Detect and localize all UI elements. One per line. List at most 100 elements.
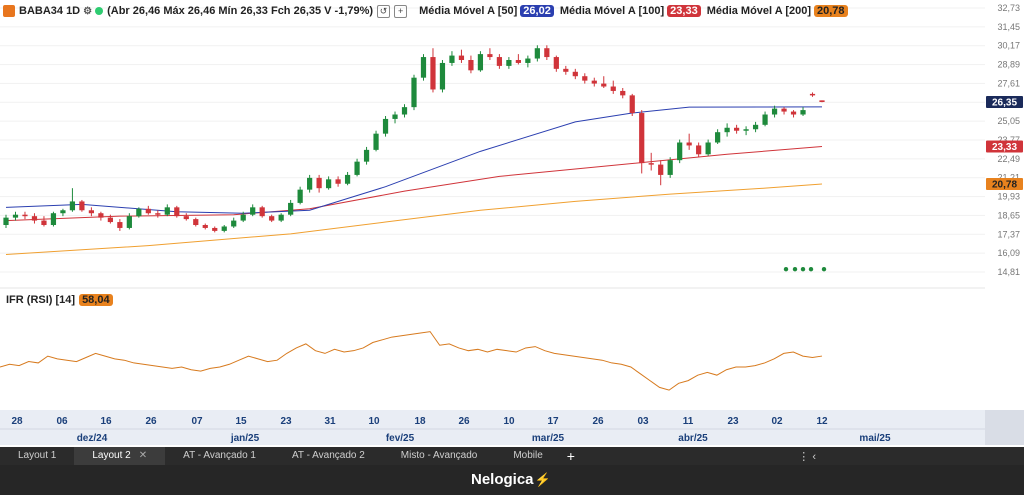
price-tick-label: 27,61	[997, 78, 1020, 88]
candle-body	[771, 108, 778, 115]
candle-body	[307, 177, 313, 190]
candle-body	[363, 149, 370, 162]
candle-body	[382, 118, 389, 134]
tab-mobile[interactable]: Mobile	[513, 450, 543, 461]
candle-body	[696, 145, 702, 155]
tab-misto-avancado[interactable]: Misto - Avançado	[400, 450, 478, 461]
candle-body	[572, 71, 578, 77]
candle-body	[174, 207, 180, 217]
time-tick-label: 10	[368, 416, 380, 427]
candle-body	[240, 214, 246, 221]
time-tick-label: 12	[816, 416, 828, 427]
candle-body	[316, 177, 322, 189]
time-tick-label: 03	[637, 416, 649, 427]
candle-body	[819, 100, 825, 102]
price-tick-label: 16,09	[997, 248, 1020, 258]
time-tick-label: 26	[458, 416, 470, 427]
tab-at-avancado-1[interactable]: AT - Avançado 1	[183, 450, 256, 461]
signal-dot	[808, 267, 814, 272]
price-tick-label: 31,45	[997, 22, 1020, 32]
candle-body	[629, 95, 635, 114]
month-tick-label: jan/25	[230, 433, 260, 444]
candle-body	[439, 62, 446, 90]
ma200-label[interactable]: Média Móvel A [200]	[706, 5, 812, 17]
candle-body	[809, 93, 816, 96]
reset-icon[interactable]: ↺	[377, 4, 391, 18]
symbol-icon[interactable]	[3, 5, 15, 17]
candle-body	[525, 58, 531, 63]
candle-body	[449, 55, 455, 63]
candle-body	[658, 164, 664, 175]
candle-body	[335, 179, 341, 184]
candle-body	[752, 124, 759, 130]
candle-body	[212, 227, 218, 231]
candle-body	[193, 219, 199, 226]
add-indicator-icon[interactable]: +	[394, 4, 408, 18]
rsi-label[interactable]: IFR (RSI) [14]	[6, 294, 76, 306]
last-price-badge-text: 26,35	[992, 97, 1017, 108]
symbol-label[interactable]: BABA34 1D	[19, 5, 81, 17]
month-tick-label: fev/25	[386, 433, 415, 444]
candle-body	[3, 217, 9, 226]
candle-body	[610, 86, 616, 91]
price-tick-label: 22,49	[997, 154, 1020, 164]
candle-body	[117, 222, 123, 228]
candle-body	[477, 54, 484, 71]
price-tick-label: 19,93	[997, 192, 1020, 202]
tab-layout-2[interactable]: Layout 2 ✕	[74, 447, 166, 465]
candle-body	[69, 201, 76, 211]
last-price-badge: 26,35	[986, 95, 1023, 108]
price-tick-label: 23,77	[997, 135, 1020, 145]
settings-icon[interactable]: ⚙	[83, 5, 93, 17]
candle-body	[496, 57, 503, 66]
ma100-badge: 23,33	[986, 140, 1023, 153]
tab-at-avancado-2[interactable]: AT - Avançado 2	[291, 450, 365, 461]
status-dot-icon	[95, 7, 104, 15]
price-tick-label: 28,89	[997, 60, 1020, 70]
candle-body	[183, 216, 189, 220]
time-tick-label: 02	[771, 416, 783, 427]
chart-area[interactable]: 70,0030,0058,04 32,7331,4530,1728,8927,6…	[0, 0, 1024, 445]
time-tick-label: 10	[503, 416, 515, 427]
month-tick-label: mai/25	[859, 433, 891, 444]
candle-body	[250, 207, 256, 215]
candle-body	[155, 213, 161, 215]
candle-body	[79, 201, 85, 211]
add-tab-icon[interactable]: +	[566, 448, 575, 464]
close-icon[interactable]: ✕	[138, 450, 148, 461]
candle-body	[582, 76, 588, 81]
ma100-label[interactable]: Média Móvel A [100]	[559, 5, 665, 17]
candle-body	[297, 189, 303, 203]
rsi-line	[0, 331, 823, 391]
candle-body	[420, 57, 427, 78]
candle-body	[60, 210, 66, 214]
ohlc-readout: (Abr 26,46 Máx 26,46 Mín 26,33 Fch 26,35…	[107, 5, 374, 17]
candle-body	[221, 226, 227, 231]
candle-body	[164, 207, 170, 215]
ma50-label[interactable]: Média Móvel A [50]	[419, 5, 518, 17]
rsi-header: IFR (RSI) [14] 58,04	[6, 294, 113, 306]
candle-body	[458, 55, 465, 61]
candle-body	[544, 48, 550, 58]
price-tick-label: 30,17	[997, 41, 1020, 51]
axis-corner[interactable]	[985, 410, 1024, 445]
chart-header: BABA34 1D ⚙ (Abr 26,46 Máx 26,46 Mín 26,…	[0, 3, 848, 19]
time-tick-label: 31	[324, 416, 336, 427]
candle-body	[639, 113, 645, 164]
candle-body	[790, 111, 797, 115]
time-tick-label: 23	[280, 416, 292, 427]
time-axis-bg	[0, 410, 985, 445]
brand-logo: Nelogica⚡	[471, 471, 551, 488]
ma100-value: 23,33	[667, 5, 701, 17]
candle-body	[202, 225, 208, 228]
candle-body	[411, 77, 417, 108]
candle-body	[401, 107, 408, 115]
month-tick-label: abr/25	[678, 433, 708, 444]
ma50-value: 26,02	[520, 5, 554, 17]
candle-body	[648, 163, 654, 165]
ma100-badge-bg	[986, 140, 1023, 153]
tab-menu-icon[interactable]: ⋮ ‹	[798, 450, 816, 463]
tab-layout-1[interactable]: Layout 1	[18, 450, 57, 461]
time-tick-label: 23	[727, 416, 739, 427]
price-axis-bg	[985, 0, 1024, 410]
